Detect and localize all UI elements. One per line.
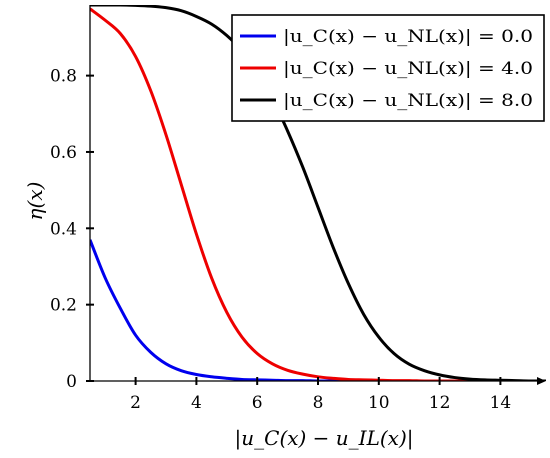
series-layer [90, 5, 546, 381]
legend-box [231, 14, 545, 122]
series-line-2 [90, 7, 546, 381]
axes [89, 5, 546, 385]
x-tick-label-8: 8 [313, 393, 324, 413]
x-axis-label: |u_C(x) − u_IL(x)| [235, 426, 414, 451]
legend: |u_C(x) − u_NL(x)| = 0.0 |u_C(x) − u_NL(x… [231, 14, 545, 122]
series-line-3 [90, 5, 546, 381]
x-tick-label-6: 6 [252, 393, 263, 413]
y-tick-label-0: 0 [66, 372, 77, 392]
y-tick-label-0.4: 0.4 [50, 219, 77, 239]
x-tick-label-10: 10 [368, 393, 390, 413]
legend-label-2: |u_C(x) − u_NL(x)| = 4.0 [283, 59, 533, 79]
series-line-1 [90, 239, 546, 381]
x-tick-label-14: 14 [490, 393, 512, 413]
x-axis-arrow [537, 377, 546, 385]
x-tick-label-4: 4 [191, 393, 202, 413]
ticks: 2 4 6 8 10 12 14 0 0.2 0.4 0.6 0.8 |u_C(x) − u_IL(x)… [23, 67, 511, 451]
legend-label-1: |u_C(x) − u_NL(x)| = 0.0 [283, 27, 533, 47]
y-tick-label-0.6: 0.6 [50, 143, 77, 163]
y-tick-label-0.8: 0.8 [50, 67, 77, 87]
y-tick-label-0.2: 0.2 [50, 296, 77, 316]
x-tick-label-2: 2 [130, 393, 141, 413]
legend-label-3: |u_C(x) − u_NL(x)| = 8.0 [283, 91, 533, 111]
x-tick-label-12: 12 [429, 393, 451, 413]
y-axis-label: η(x) [23, 182, 47, 221]
